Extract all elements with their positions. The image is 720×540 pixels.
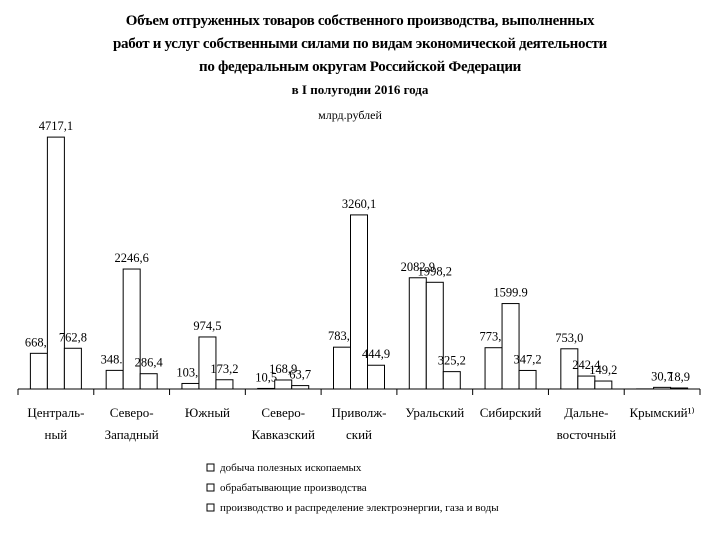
legend-swatch (206, 503, 215, 512)
bar (442, 371, 461, 390)
bar (198, 336, 217, 390)
bar (577, 375, 596, 390)
legend-swatch (206, 463, 215, 472)
legend-label: добыча полезных ископаемых (220, 462, 362, 474)
bar (425, 281, 444, 390)
x-tick-label: Приволж- ский (331, 405, 387, 442)
value-label: 348.7 (101, 352, 129, 366)
bar (257, 387, 276, 390)
legend-swatch (206, 483, 215, 492)
value-label: 10,5 (255, 370, 277, 384)
value-label: 30,7 (651, 369, 673, 383)
bar (46, 136, 65, 390)
x-tick-label: Уральский (405, 405, 465, 420)
value-label: 773,2 (479, 330, 507, 344)
x-tick-label: Северо- Западный (104, 405, 159, 442)
bar (291, 385, 310, 390)
value-label: 325,2 (438, 354, 466, 368)
bar (367, 364, 385, 390)
value-label: 1998,2 (418, 264, 452, 278)
bar (215, 379, 234, 390)
x-tick-label: Крымский¹⁾ (629, 405, 695, 420)
value-label: 2082,9 (401, 260, 435, 274)
legend-label: обрабатывающие производства (220, 482, 367, 494)
value-label: 242,4 (572, 358, 601, 372)
bar (594, 380, 613, 390)
bar (29, 352, 48, 390)
x-tick-label: Дальне- восточный (556, 405, 617, 442)
value-label: 783,3 (328, 329, 356, 343)
bar (105, 369, 124, 390)
bar (653, 386, 672, 390)
value-label: 668,0 (25, 335, 53, 349)
bar (333, 346, 351, 390)
bar (350, 214, 368, 390)
value-label: 1599.9 (493, 286, 527, 300)
value-label: 63,7 (289, 368, 311, 382)
units-label: млрд.рублей (318, 108, 382, 122)
bar (274, 379, 293, 390)
value-label: 173,2 (210, 362, 238, 376)
value-label: 103,7 (176, 365, 204, 379)
bar (63, 347, 82, 390)
bar (484, 347, 503, 390)
x-tick-label: Сибирский (479, 405, 542, 420)
value-label: 762,8 (59, 330, 87, 344)
value-label: 974,5 (193, 319, 221, 333)
bar (181, 382, 200, 390)
bar (670, 387, 689, 390)
x-tick-label: Северо- Кавказский (251, 405, 315, 442)
value-label: 286,4 (135, 356, 164, 370)
value-label: 18,9 (668, 370, 690, 384)
bar (518, 369, 537, 390)
value-label: 4717,1 (39, 119, 73, 133)
chart-title: Объем отгруженных товаров собственного п… (113, 13, 607, 75)
value-label: 753,0 (555, 331, 583, 345)
value-label: 168,9 (269, 362, 297, 376)
legend-label: производство и распределение электроэнер… (220, 502, 499, 514)
bar (408, 277, 427, 390)
bar (122, 268, 141, 390)
x-tick-label: Южный (184, 405, 231, 420)
x-tick-label: Централь- ный (27, 405, 85, 442)
value-label: 444,9 (362, 347, 390, 361)
value-label: 149,2 (589, 363, 617, 377)
value-label: 347,2 (513, 352, 541, 366)
bar (501, 303, 520, 390)
bar (560, 348, 579, 390)
bar (139, 373, 158, 390)
value-label: 3260,1 (342, 197, 376, 211)
chart-subtitle: в I полугодии 2016 года (291, 82, 429, 97)
value-label: 2246,6 (114, 251, 148, 265)
